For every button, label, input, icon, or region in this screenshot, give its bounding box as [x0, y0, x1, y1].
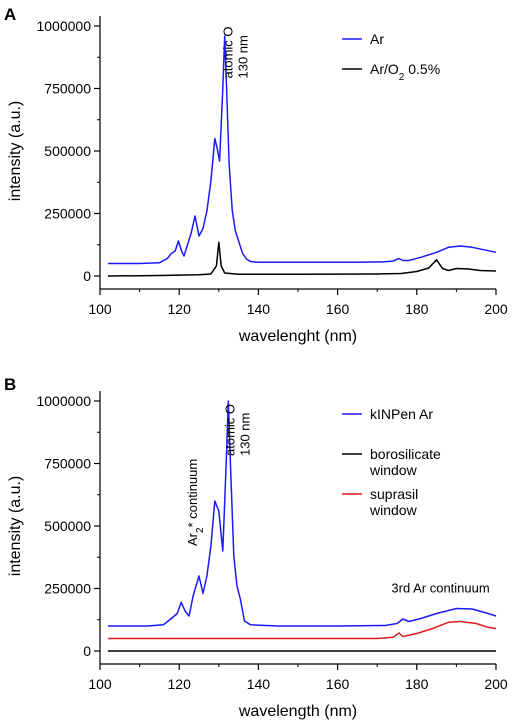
x-tick-label: 200 [484, 301, 508, 317]
y-axis-label: intensity (a.u.) [7, 101, 24, 201]
y-tick-label: 500000 [44, 518, 91, 534]
legend-label-1: Ar/O2 0.5% [370, 61, 440, 83]
x-tick-label: 160 [326, 676, 350, 692]
y-tick-label: 500000 [44, 143, 91, 159]
x-tick-label: 180 [405, 301, 429, 317]
x-tick-label: 140 [247, 676, 271, 692]
annotation-0: Ar2* continuum [185, 459, 206, 546]
x-tick-label: 200 [484, 676, 508, 692]
series-line-0 [107, 400, 497, 627]
annotation-2: 3rd Ar continuum [391, 580, 489, 595]
annotation-1: atomic O130 nm [223, 404, 253, 456]
x-axis-label: wavelenght (nm) [238, 328, 357, 345]
series-line-2 [107, 620, 497, 640]
y-tick-label: 0 [83, 268, 91, 284]
y-tick-label: 1000000 [36, 393, 91, 409]
legend-label-1: borosilicate window [369, 446, 441, 478]
x-tick-label: 100 [88, 676, 112, 692]
series-line-0 [107, 35, 497, 265]
x-tick-label: 140 [247, 301, 271, 317]
panel-label: B [4, 375, 16, 394]
legend-label-0: kINPen Ar [370, 406, 433, 422]
x-tick-label: 180 [405, 676, 429, 692]
y-tick-label: 750000 [44, 81, 91, 97]
annotation-0: atomic O130 nm [221, 26, 251, 78]
y-tick-label: 250000 [44, 581, 91, 597]
legend-label-0: Ar [370, 31, 384, 47]
x-tick-label: 120 [168, 676, 192, 692]
series-line-1 [107, 241, 497, 277]
x-tick-label: 120 [168, 301, 192, 317]
panel-label: A [4, 5, 16, 24]
x-axis-label: wavelength (nm) [238, 703, 357, 720]
y-axis-label: intensity (a.u.) [7, 476, 24, 576]
y-tick-label: 750000 [44, 456, 91, 472]
y-tick-label: 1000000 [36, 18, 91, 34]
chart-panel-B: B 100 120 140 160 180 200 0 250000 500000 750000 10… [4, 375, 508, 720]
x-tick-label: 160 [326, 301, 350, 317]
chart-panel-A: A 100 120 140 160 180 200 0 250000 500000 750000 10… [4, 5, 508, 345]
y-tick-label: 0 [83, 643, 91, 659]
x-tick-label: 100 [88, 301, 112, 317]
y-tick-label: 250000 [44, 206, 91, 222]
legend-label-2: suprasil window [369, 486, 418, 518]
